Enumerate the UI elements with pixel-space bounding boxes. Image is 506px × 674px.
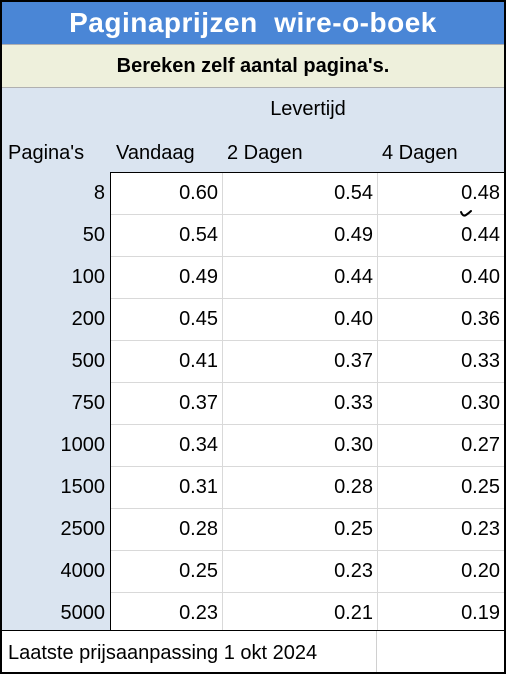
price-cell[interactable]: 0.54 bbox=[223, 173, 378, 215]
price-cell[interactable]: 0.45 bbox=[111, 299, 223, 341]
price-cell[interactable]: 0.31 bbox=[111, 467, 223, 509]
page-count-cell: 8 bbox=[93, 181, 105, 204]
price-cell[interactable]: 0.20 bbox=[378, 551, 504, 593]
price-cell[interactable]: 0.27 bbox=[378, 425, 504, 467]
table-header: Levertijd Pagina's Vandaag 2 Dagen 4 Dag… bbox=[2, 88, 504, 172]
price-cell[interactable]: 0.44 bbox=[378, 215, 504, 257]
page-count-cell: 4000 bbox=[60, 559, 106, 582]
subtitle: Bereken zelf aantal pagina's. bbox=[2, 44, 504, 88]
price-cell[interactable]: 0.25 bbox=[111, 551, 223, 593]
page-count-cell: 5000 bbox=[60, 601, 106, 624]
price-cell[interactable]: 0.23 bbox=[378, 509, 504, 551]
price-cell[interactable]: 0.40 bbox=[223, 299, 378, 341]
price-cell[interactable]: 0.23 bbox=[111, 593, 223, 635]
price-cell[interactable]: 0.60 bbox=[111, 173, 223, 215]
page-count-cell: 750 bbox=[71, 391, 105, 414]
price-cell[interactable]: 0.49 bbox=[223, 215, 378, 257]
price-cell[interactable]: 0.40 bbox=[378, 257, 504, 299]
column-header-2-dagen: 2 Dagen bbox=[227, 142, 303, 164]
price-cell[interactable]: 0.28 bbox=[111, 509, 223, 551]
footer-divider bbox=[376, 631, 377, 672]
price-cell[interactable]: 0.30 bbox=[378, 383, 504, 425]
price-grid: 0.60 0.54 0.48 0.54 0.49 0.44 0.49 0.44 0.40 0.45… bbox=[110, 172, 504, 635]
footer: Laatste prijsaanpassing 1 okt 2024 bbox=[2, 630, 504, 672]
price-cell[interactable]: 0.37 bbox=[111, 383, 223, 425]
page-count-cell: 1500 bbox=[60, 475, 106, 498]
price-cell[interactable]: 0.41 bbox=[111, 341, 223, 383]
price-cell[interactable]: 0.33 bbox=[378, 341, 504, 383]
last-price-update: Laatste prijsaanpassing 1 okt 2024 bbox=[8, 641, 318, 664]
price-cell[interactable]: 0.25 bbox=[378, 467, 504, 509]
price-cell[interactable]: 0.44 bbox=[223, 257, 378, 299]
price-cell[interactable]: 0.48 bbox=[378, 173, 504, 215]
page-count-cell: 100 bbox=[71, 265, 105, 288]
price-cell[interactable]: 0.36 bbox=[378, 299, 504, 341]
page-count-cell: 500 bbox=[71, 349, 105, 372]
price-cell[interactable]: 0.30 bbox=[223, 425, 378, 467]
price-cell[interactable]: 0.54 bbox=[111, 215, 223, 257]
page-count-cell: 1000 bbox=[60, 433, 106, 456]
pages-column: 8 50 100 200 500 750 1000 1500 2500 4000 5000 bbox=[2, 172, 110, 630]
price-cell[interactable]: 0.49 bbox=[111, 257, 223, 299]
price-cell[interactable]: 0.37 bbox=[223, 341, 378, 383]
pages-column-header: Pagina's bbox=[8, 142, 85, 164]
page-count-cell: 2500 bbox=[60, 517, 106, 540]
pen-mark-icon bbox=[460, 210, 472, 217]
page-count-cell: 50 bbox=[82, 223, 105, 246]
price-cell[interactable]: 0.19 bbox=[378, 593, 504, 635]
page-count-cell: 200 bbox=[71, 307, 105, 330]
price-cell[interactable]: 0.25 bbox=[223, 509, 378, 551]
delivery-time-heading: Levertijd bbox=[270, 98, 346, 120]
column-header-4-dagen: 4 Dagen bbox=[382, 142, 458, 164]
column-header-vandaag: Vandaag bbox=[116, 142, 195, 164]
price-cell[interactable]: 0.21 bbox=[223, 593, 378, 635]
price-cell[interactable]: 0.23 bbox=[223, 551, 378, 593]
price-cell[interactable]: 0.34 bbox=[111, 425, 223, 467]
price-cell[interactable]: 0.33 bbox=[223, 383, 378, 425]
page-title: Paginaprijzen wire-o-boek bbox=[2, 2, 504, 44]
price-cell[interactable]: 0.28 bbox=[223, 467, 378, 509]
